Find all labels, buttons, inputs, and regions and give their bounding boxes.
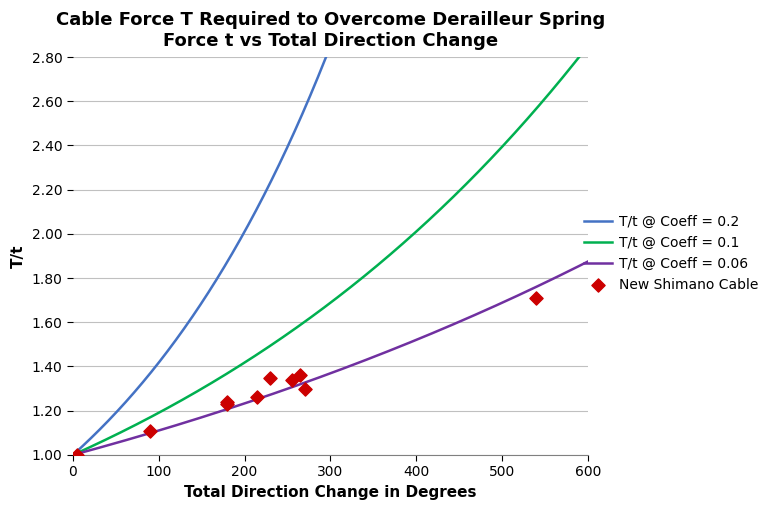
T/t @ Coeff = 0.2 (167, 342, 177, 348)
T/t @ Coeff = 0.06 (583, 259, 592, 265)
Y-axis label: T/t: T/t (11, 244, 26, 268)
Line: T/t @ Coeff = 0.1: T/t @ Coeff = 0.1 (73, 57, 579, 455)
T/t @ Coeff = 0.2 (68, 452, 78, 458)
T/t @ Coeff = 0.1 (458, 184, 468, 190)
T/t @ Coeff = 0.1 (318, 306, 327, 312)
New Shimano Cable (71, 451, 84, 459)
New Shimano Cable (264, 374, 276, 382)
T/t @ Coeff = 0.2 (243, 223, 253, 229)
Line: T/t @ Coeff = 0.06: T/t @ Coeff = 0.06 (73, 262, 588, 455)
T/t @ Coeff = 0.2 (269, 174, 278, 180)
T/t @ Coeff = 0.2 (207, 284, 217, 290)
T/t @ Coeff = 0.06 (568, 266, 578, 272)
New Shimano Cable (294, 371, 306, 380)
New Shimano Cable (530, 294, 542, 302)
Legend: T/t @ Coeff = 0.2, T/t @ Coeff = 0.1, T/t @ Coeff = 0.06, New Shimano Cable: T/t @ Coeff = 0.2, T/t @ Coeff = 0.1, T/… (584, 215, 759, 292)
T/t @ Coeff = 0.1 (88, 443, 97, 449)
T/t @ Coeff = 0.1 (574, 54, 584, 60)
T/t @ Coeff = 0.06 (68, 452, 78, 458)
T/t @ Coeff = 0.2 (321, 55, 330, 61)
New Shimano Cable (221, 400, 233, 408)
Title: Cable Force T Required to Overcome Derailleur Spring
Force t vs Total Direction : Cable Force T Required to Overcome Derai… (56, 11, 605, 50)
T/t @ Coeff = 0.06 (568, 266, 578, 272)
T/t @ Coeff = 0.06 (319, 373, 328, 379)
T/t @ Coeff = 0.06 (474, 310, 483, 316)
New Shimano Cable (144, 427, 157, 435)
Line: T/t @ Coeff = 0.2: T/t @ Coeff = 0.2 (73, 58, 326, 455)
New Shimano Cable (299, 384, 311, 392)
New Shimano Cable (221, 398, 233, 406)
New Shimano Cable (286, 376, 298, 384)
T/t @ Coeff = 0.06 (94, 445, 104, 451)
T/t @ Coeff = 0.1 (538, 99, 547, 105)
T/t @ Coeff = 0.2 (301, 102, 310, 108)
X-axis label: Total Direction Change in Degrees: Total Direction Change in Degrees (184, 485, 477, 500)
T/t @ Coeff = 0.2 (200, 294, 210, 300)
New Shimano Cable (251, 393, 263, 402)
T/t @ Coeff = 0.06 (305, 378, 314, 384)
T/t @ Coeff = 0.1 (370, 264, 379, 270)
T/t @ Coeff = 0.1 (476, 166, 485, 172)
T/t @ Coeff = 0.1 (68, 452, 78, 458)
